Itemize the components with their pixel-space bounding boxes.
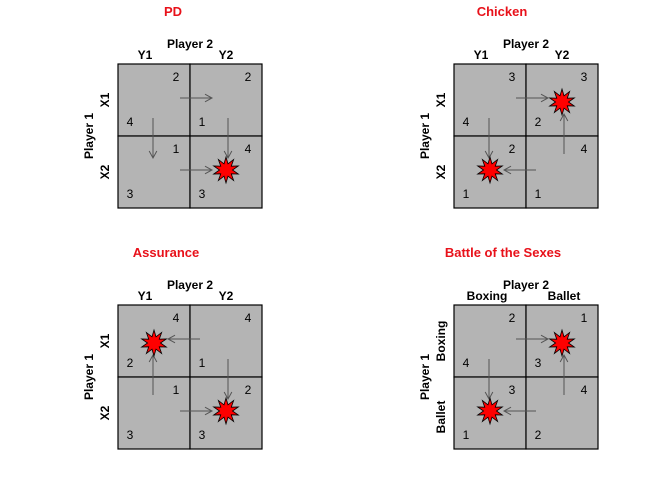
- row-player-label: Player 1: [82, 113, 96, 159]
- row-player-payoff: 4: [127, 115, 134, 129]
- column-player-payoff: 4: [581, 383, 588, 397]
- row-player-payoff: 3: [199, 187, 206, 201]
- payoff-cell: [453, 304, 527, 378]
- column-player-payoff: 4: [581, 142, 588, 156]
- row-player-payoff: 3: [199, 428, 206, 442]
- game-panel: Chicken Player 2 Y1 Y2 Player 1X1 X2 3 4 3 2 2 1 4 1: [418, 4, 599, 209]
- column-player-payoff: 1: [173, 142, 180, 156]
- best-response-arrow: [166, 334, 200, 344]
- row-strategy-label: Ballet: [434, 401, 448, 434]
- row-player-label: Player 1: [418, 354, 432, 400]
- column-strategy-label: Y2: [555, 48, 570, 62]
- row-strategy-label: X1: [434, 92, 448, 107]
- row-strategy-label: X2: [98, 405, 112, 420]
- row-player-label: Player 1: [418, 113, 432, 159]
- game-title: PD: [164, 4, 182, 19]
- best-response-arrow: [223, 118, 233, 160]
- row-player-payoff: 3: [535, 356, 542, 370]
- row-player-payoff: 1: [199, 356, 206, 370]
- column-player-payoff: 4: [245, 142, 252, 156]
- best-response-arrow: [148, 353, 158, 395]
- best-response-arrow: [516, 334, 550, 344]
- row-strategy-label: X2: [434, 164, 448, 179]
- column-player-payoff: 2: [509, 142, 516, 156]
- column-player-label: Player 2: [503, 278, 549, 292]
- game-title: Assurance: [133, 245, 199, 260]
- row-player-payoff: 1: [463, 428, 470, 442]
- row-strategy-label: Boxing: [434, 321, 448, 362]
- row-strategy-label: X1: [98, 333, 112, 348]
- payoff-cell: [453, 63, 527, 137]
- game-title: Battle of the Sexes: [445, 245, 561, 260]
- column-strategy-label: Boxing: [467, 289, 508, 303]
- column-player-payoff: 4: [245, 311, 252, 325]
- best-response-arrow: [148, 118, 158, 160]
- nash-equilibrium-star-icon: [548, 328, 576, 358]
- payoff-cell: [117, 63, 191, 137]
- column-strategy-label: Y1: [138, 48, 153, 62]
- payoff-cell: [189, 63, 263, 137]
- nash-equilibrium-star-icon: [212, 155, 240, 185]
- row-player-payoff: 1: [463, 187, 470, 201]
- payoff-cell: [189, 304, 263, 378]
- column-player-payoff: 3: [581, 70, 588, 84]
- column-player-payoff: 4: [173, 311, 180, 325]
- row-player-label: Player 1: [82, 354, 96, 400]
- payoff-cell: [525, 135, 599, 209]
- row-player-payoff: 2: [535, 115, 542, 129]
- column-player-label: Player 2: [503, 37, 549, 51]
- row-player-payoff: 1: [535, 187, 542, 201]
- best-response-arrow: [180, 93, 214, 103]
- column-strategy-label: Y1: [138, 289, 153, 303]
- column-player-payoff: 2: [245, 383, 252, 397]
- column-player-payoff: 1: [173, 383, 180, 397]
- row-player-payoff: 3: [127, 187, 134, 201]
- nash-equilibrium-star-icon: [476, 155, 504, 185]
- column-player-payoff: 1: [581, 311, 588, 325]
- best-response-arrow: [516, 93, 550, 103]
- nash-equilibrium-star-icon: [476, 396, 504, 426]
- column-player-payoff: 3: [509, 70, 516, 84]
- best-response-arrow: [180, 406, 214, 416]
- row-player-payoff: 4: [463, 356, 470, 370]
- row-player-payoff: 4: [463, 115, 470, 129]
- nash-equilibrium-star-icon: [140, 328, 168, 358]
- row-player-payoff: 2: [127, 356, 134, 370]
- best-response-arrow: [502, 165, 536, 175]
- row-player-payoff: 3: [127, 428, 134, 442]
- game-panel: Assurance Player 2 Y1 Y2 Player 1X1 X2 4 2 4 1 1 3 2…: [82, 245, 263, 450]
- column-player-label: Player 2: [167, 37, 213, 51]
- row-strategy-label: X2: [98, 164, 112, 179]
- column-strategy-label: Ballet: [548, 289, 581, 303]
- column-player-payoff: 2: [509, 311, 516, 325]
- game-title: Chicken: [477, 4, 528, 19]
- nash-equilibrium-star-icon: [548, 87, 576, 117]
- best-response-arrow: [180, 165, 214, 175]
- game-panel: PD Player 2 Y1 Y2 Player 1X1 X2 2 4 2 1 1 3 4 3: [82, 4, 263, 209]
- best-response-arrow: [502, 406, 536, 416]
- best-response-arrow: [559, 353, 569, 395]
- payoff-cell: [117, 376, 191, 450]
- column-strategy-label: Y2: [219, 48, 234, 62]
- column-player-payoff: 3: [509, 383, 516, 397]
- best-response-arrow: [484, 118, 494, 160]
- best-response-arrow: [484, 359, 494, 401]
- column-player-label: Player 2: [167, 278, 213, 292]
- payoff-cell: [525, 376, 599, 450]
- column-player-payoff: 2: [245, 70, 252, 84]
- best-response-arrow: [559, 112, 569, 154]
- payoff-cell: [117, 135, 191, 209]
- row-strategy-label: X1: [98, 92, 112, 107]
- column-player-payoff: 2: [173, 70, 180, 84]
- column-strategy-label: Y2: [219, 289, 234, 303]
- column-strategy-label: Y1: [474, 48, 489, 62]
- best-response-arrow: [223, 359, 233, 401]
- row-player-payoff: 2: [535, 428, 542, 442]
- row-player-payoff: 1: [199, 115, 206, 129]
- nash-equilibrium-star-icon: [212, 396, 240, 426]
